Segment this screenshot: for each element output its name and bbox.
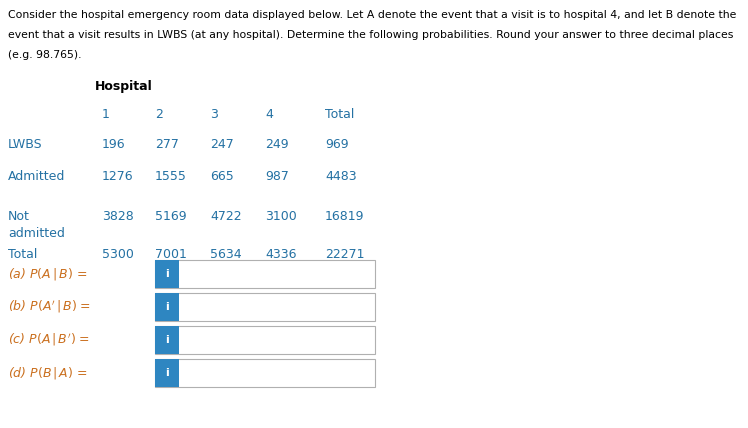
- Text: 2: 2: [155, 108, 163, 121]
- Text: 4722: 4722: [210, 210, 242, 223]
- Text: Consider the hospital emergency room data displayed below. Let A denote the even: Consider the hospital emergency room dat…: [8, 10, 736, 20]
- Text: 5169: 5169: [155, 210, 186, 223]
- Text: Total: Total: [325, 108, 355, 121]
- Text: 7001: 7001: [155, 248, 187, 261]
- Text: i: i: [165, 302, 169, 312]
- Text: Total: Total: [8, 248, 37, 261]
- Text: (b) $P(A'\,|\,B)$ =: (b) $P(A'\,|\,B)$ =: [8, 299, 91, 315]
- Text: (c) $P(A\,|\,B')$ =: (c) $P(A\,|\,B')$ =: [8, 332, 90, 348]
- Text: (a) $P(A\,|\,B)$ =: (a) $P(A\,|\,B)$ =: [8, 266, 88, 282]
- FancyBboxPatch shape: [155, 293, 375, 321]
- Text: i: i: [165, 269, 169, 279]
- Text: Admitted: Admitted: [8, 170, 65, 183]
- FancyBboxPatch shape: [155, 293, 179, 321]
- Text: 247: 247: [210, 138, 233, 151]
- Text: 16819: 16819: [325, 210, 364, 223]
- Text: (d) $P(B\,|\,A)$ =: (d) $P(B\,|\,A)$ =: [8, 365, 88, 381]
- FancyBboxPatch shape: [155, 359, 375, 387]
- Text: 3828: 3828: [102, 210, 134, 223]
- Text: 969: 969: [325, 138, 349, 151]
- Text: event that a visit results in LWBS (at any hospital). Determine the following pr: event that a visit results in LWBS (at a…: [8, 30, 733, 40]
- Text: Not
admitted: Not admitted: [8, 210, 65, 240]
- Text: 249: 249: [265, 138, 289, 151]
- FancyBboxPatch shape: [155, 326, 375, 354]
- Text: 5634: 5634: [210, 248, 242, 261]
- Text: 665: 665: [210, 170, 233, 183]
- Text: (e.g. 98.765).: (e.g. 98.765).: [8, 50, 82, 60]
- Text: 196: 196: [102, 138, 126, 151]
- FancyBboxPatch shape: [155, 359, 179, 387]
- FancyBboxPatch shape: [155, 260, 179, 288]
- FancyBboxPatch shape: [155, 326, 179, 354]
- Text: 1: 1: [102, 108, 110, 121]
- Text: 1555: 1555: [155, 170, 187, 183]
- Text: 4336: 4336: [265, 248, 296, 261]
- Text: 1276: 1276: [102, 170, 134, 183]
- Text: 5300: 5300: [102, 248, 134, 261]
- FancyBboxPatch shape: [155, 260, 375, 288]
- Text: 3: 3: [210, 108, 218, 121]
- Text: i: i: [165, 335, 169, 345]
- Text: 3100: 3100: [265, 210, 297, 223]
- Text: 22271: 22271: [325, 248, 364, 261]
- Text: 4: 4: [265, 108, 273, 121]
- Text: i: i: [165, 368, 169, 378]
- Text: Hospital: Hospital: [95, 80, 153, 93]
- Text: 277: 277: [155, 138, 179, 151]
- Text: LWBS: LWBS: [8, 138, 43, 151]
- Text: 987: 987: [265, 170, 289, 183]
- Text: 4483: 4483: [325, 170, 357, 183]
